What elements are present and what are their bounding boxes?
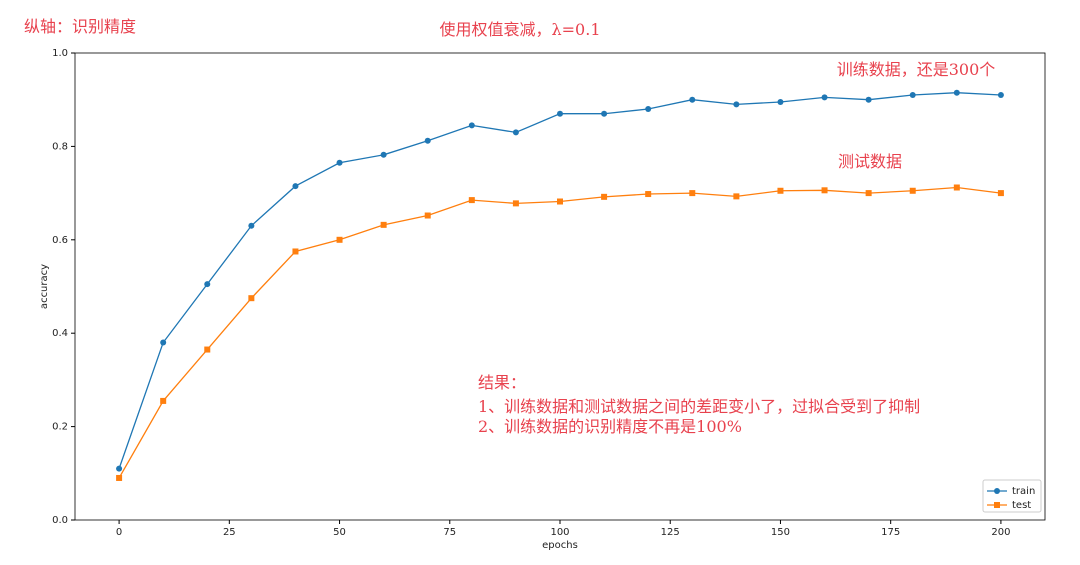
point xyxy=(821,187,828,194)
annotation: 2、训练数据的识别精度不再是100% xyxy=(478,417,742,436)
legend-label: test xyxy=(1012,500,1031,511)
point xyxy=(204,346,211,353)
point xyxy=(116,474,123,481)
point xyxy=(468,122,475,129)
x-tick-label: 100 xyxy=(550,527,569,538)
point xyxy=(689,96,696,103)
point xyxy=(733,193,740,200)
x-tick-label: 150 xyxy=(771,527,790,538)
x-tick-label: 50 xyxy=(333,527,346,538)
point xyxy=(424,137,431,144)
x-tick-label: 75 xyxy=(443,527,456,538)
point xyxy=(512,200,519,207)
annotation: 1、训练数据和测试数据之间的差距变小了，过拟合受到了抑制 xyxy=(478,397,920,416)
point xyxy=(777,99,784,106)
point xyxy=(380,151,387,158)
point xyxy=(380,221,387,228)
x-tick-label: 0 xyxy=(116,527,122,538)
point xyxy=(733,101,740,108)
point xyxy=(953,89,960,96)
x-tick-label: 125 xyxy=(661,527,680,538)
legend-label: train xyxy=(1012,486,1035,497)
point xyxy=(292,183,299,190)
point xyxy=(997,92,1004,99)
y-tick-label: 0.4 xyxy=(52,328,68,339)
annotation: 训练数据，还是300个 xyxy=(837,60,996,79)
y-tick-label: 1.0 xyxy=(52,48,68,59)
point xyxy=(336,159,343,166)
point xyxy=(821,94,828,101)
point xyxy=(601,193,608,200)
point xyxy=(557,198,563,205)
point xyxy=(248,295,255,302)
point xyxy=(645,106,652,113)
point xyxy=(160,339,167,346)
annotation: 测试数据 xyxy=(838,152,902,171)
x-axis-label: epochs xyxy=(542,540,578,551)
point xyxy=(645,191,652,198)
point xyxy=(865,190,872,197)
x-tick-label: 200 xyxy=(991,527,1010,538)
annotation: 使用权值衰减，λ=0.1 xyxy=(440,20,601,39)
x-tick-label: 175 xyxy=(881,527,900,538)
y-axis-label: accuracy xyxy=(39,264,50,309)
legend-marker xyxy=(994,502,1000,508)
point xyxy=(248,222,255,229)
point xyxy=(997,190,1004,197)
point xyxy=(468,197,475,204)
point xyxy=(601,110,608,117)
point xyxy=(557,110,563,117)
point xyxy=(865,96,872,103)
y-tick-label: 0.2 xyxy=(52,422,68,433)
point xyxy=(204,281,211,288)
point xyxy=(953,184,960,191)
y-tick-label: 0.6 xyxy=(52,235,68,246)
annotation: 结果： xyxy=(478,373,526,392)
point xyxy=(777,187,784,194)
point xyxy=(116,465,123,472)
point xyxy=(292,248,299,255)
point xyxy=(689,190,696,197)
point xyxy=(909,187,916,194)
x-tick-label: 25 xyxy=(223,527,236,538)
plot-frame xyxy=(74,52,1046,521)
point xyxy=(160,397,167,404)
point xyxy=(424,212,431,219)
point xyxy=(336,236,343,243)
annotation: 纵轴：识别精度 xyxy=(24,17,136,36)
point xyxy=(512,129,519,136)
y-tick-label: 0.8 xyxy=(52,141,68,152)
legend-marker xyxy=(994,488,1000,494)
point xyxy=(909,92,916,99)
y-tick-label: 0.0 xyxy=(52,515,68,526)
